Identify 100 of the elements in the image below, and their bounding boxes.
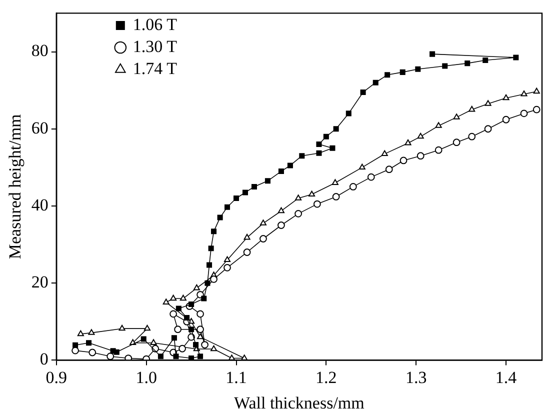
point xyxy=(299,153,305,159)
point xyxy=(208,246,214,252)
point xyxy=(482,57,488,63)
legend-label: 1.06 T xyxy=(132,14,178,34)
point xyxy=(173,354,179,360)
point xyxy=(381,150,388,156)
point xyxy=(210,276,218,283)
point xyxy=(520,90,528,96)
point xyxy=(140,336,146,342)
point xyxy=(242,190,248,196)
point xyxy=(72,342,78,348)
point xyxy=(308,190,316,197)
legend-label: 1.30 T xyxy=(132,36,178,56)
x-axis-title: Wall thickness/mm xyxy=(234,393,364,412)
point xyxy=(224,256,231,262)
point xyxy=(198,354,204,360)
point xyxy=(251,184,257,190)
point xyxy=(188,326,194,332)
point xyxy=(224,264,231,272)
point xyxy=(224,204,230,210)
point xyxy=(435,122,442,128)
point xyxy=(452,138,460,146)
point xyxy=(316,142,322,148)
point xyxy=(468,132,476,140)
point xyxy=(278,207,284,214)
point xyxy=(415,66,421,72)
point xyxy=(358,164,366,170)
y-tick-label: 60 xyxy=(31,118,48,138)
point xyxy=(86,340,92,346)
point xyxy=(502,116,510,124)
point xyxy=(323,134,329,140)
point xyxy=(278,222,285,229)
y-tick-label: 0 xyxy=(40,350,48,369)
x-tick-label: 1.2 xyxy=(316,368,337,387)
point xyxy=(416,152,424,160)
point xyxy=(244,234,250,240)
point xyxy=(196,310,204,318)
x-tick-label: 1.0 xyxy=(136,368,157,387)
x-tick-label: 1.1 xyxy=(226,368,247,387)
point xyxy=(211,228,217,234)
point xyxy=(201,296,207,302)
point xyxy=(400,156,408,164)
point xyxy=(417,132,424,139)
point xyxy=(77,330,84,336)
point xyxy=(287,162,293,168)
point xyxy=(178,344,186,352)
point xyxy=(332,193,340,200)
point xyxy=(193,342,199,348)
point xyxy=(430,51,436,57)
point xyxy=(313,200,321,208)
point xyxy=(162,298,170,304)
point xyxy=(484,100,492,106)
point xyxy=(434,146,442,154)
point xyxy=(316,150,322,156)
point xyxy=(294,210,302,218)
point xyxy=(180,294,186,301)
point xyxy=(233,196,240,202)
point xyxy=(118,324,126,331)
point xyxy=(442,63,448,69)
point xyxy=(210,345,218,352)
y-axis-title: Measured height/mm xyxy=(6,114,25,260)
x-tick-label: 0.9 xyxy=(46,368,68,387)
point xyxy=(184,315,190,321)
point xyxy=(206,262,212,268)
point xyxy=(484,125,492,133)
point xyxy=(468,106,476,112)
legend-label: 1.74 T xyxy=(132,58,178,78)
point xyxy=(332,179,338,185)
point xyxy=(360,89,366,95)
point xyxy=(201,341,208,348)
point xyxy=(533,88,540,94)
point xyxy=(171,335,177,341)
point xyxy=(204,280,210,286)
point xyxy=(264,178,270,184)
x-tick-label: 1.4 xyxy=(495,368,518,387)
point xyxy=(278,168,284,174)
point xyxy=(150,339,157,345)
point xyxy=(333,126,339,132)
point xyxy=(176,306,182,312)
x-tick-label: 1.3 xyxy=(405,368,427,387)
point xyxy=(72,346,79,354)
point xyxy=(188,302,194,308)
point xyxy=(144,324,150,331)
point xyxy=(124,354,132,360)
point xyxy=(453,114,460,120)
point xyxy=(243,248,251,256)
point xyxy=(330,145,336,151)
point xyxy=(532,106,540,114)
point xyxy=(385,166,393,174)
point xyxy=(260,235,267,242)
point xyxy=(88,329,95,335)
point xyxy=(217,214,223,220)
point xyxy=(502,94,510,100)
point xyxy=(170,310,178,318)
point xyxy=(400,69,406,75)
point xyxy=(114,349,120,355)
point xyxy=(88,348,96,356)
point xyxy=(384,72,390,78)
point xyxy=(349,183,357,190)
point xyxy=(464,60,470,66)
